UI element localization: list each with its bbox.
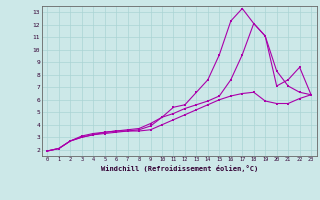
X-axis label: Windchill (Refroidissement éolien,°C): Windchill (Refroidissement éolien,°C) <box>100 165 258 172</box>
